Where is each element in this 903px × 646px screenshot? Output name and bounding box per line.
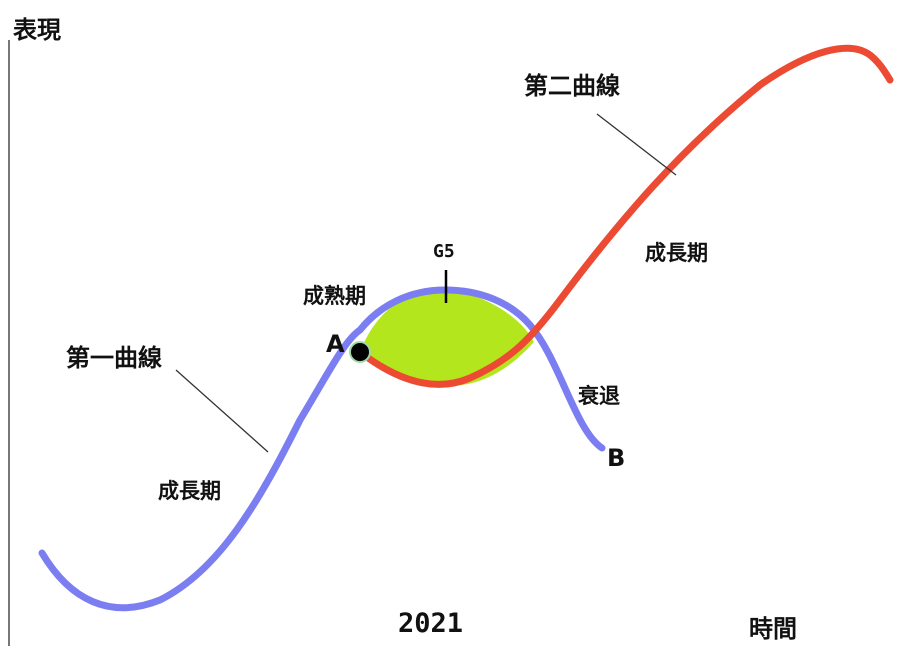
y-axis-label: 表現: [13, 16, 61, 44]
decline-label: 衰退: [578, 384, 620, 408]
point-b-label: B: [607, 444, 625, 472]
second-curve-line: [356, 44, 894, 388]
maturity-label: 成熟期: [303, 284, 366, 308]
second-curve-growth-label: 成長期: [645, 241, 708, 265]
point-a-label: A: [326, 330, 345, 358]
first-curve-name-label: 第一曲線: [66, 344, 162, 372]
x-axis-label: 時間: [749, 615, 797, 643]
first-curve-growth-label: 成長期: [158, 479, 221, 503]
second-curve-name-label: 第二曲線: [524, 72, 620, 100]
overlap-region: [360, 289, 534, 386]
second-curve-leader-line: [596, 113, 677, 176]
g5-label: G5: [433, 241, 455, 262]
year-label: 2021: [398, 608, 463, 639]
first-curve-line: [38, 286, 606, 612]
point-a-marker: [349, 341, 371, 363]
first-curve-leader-line: [175, 369, 269, 453]
